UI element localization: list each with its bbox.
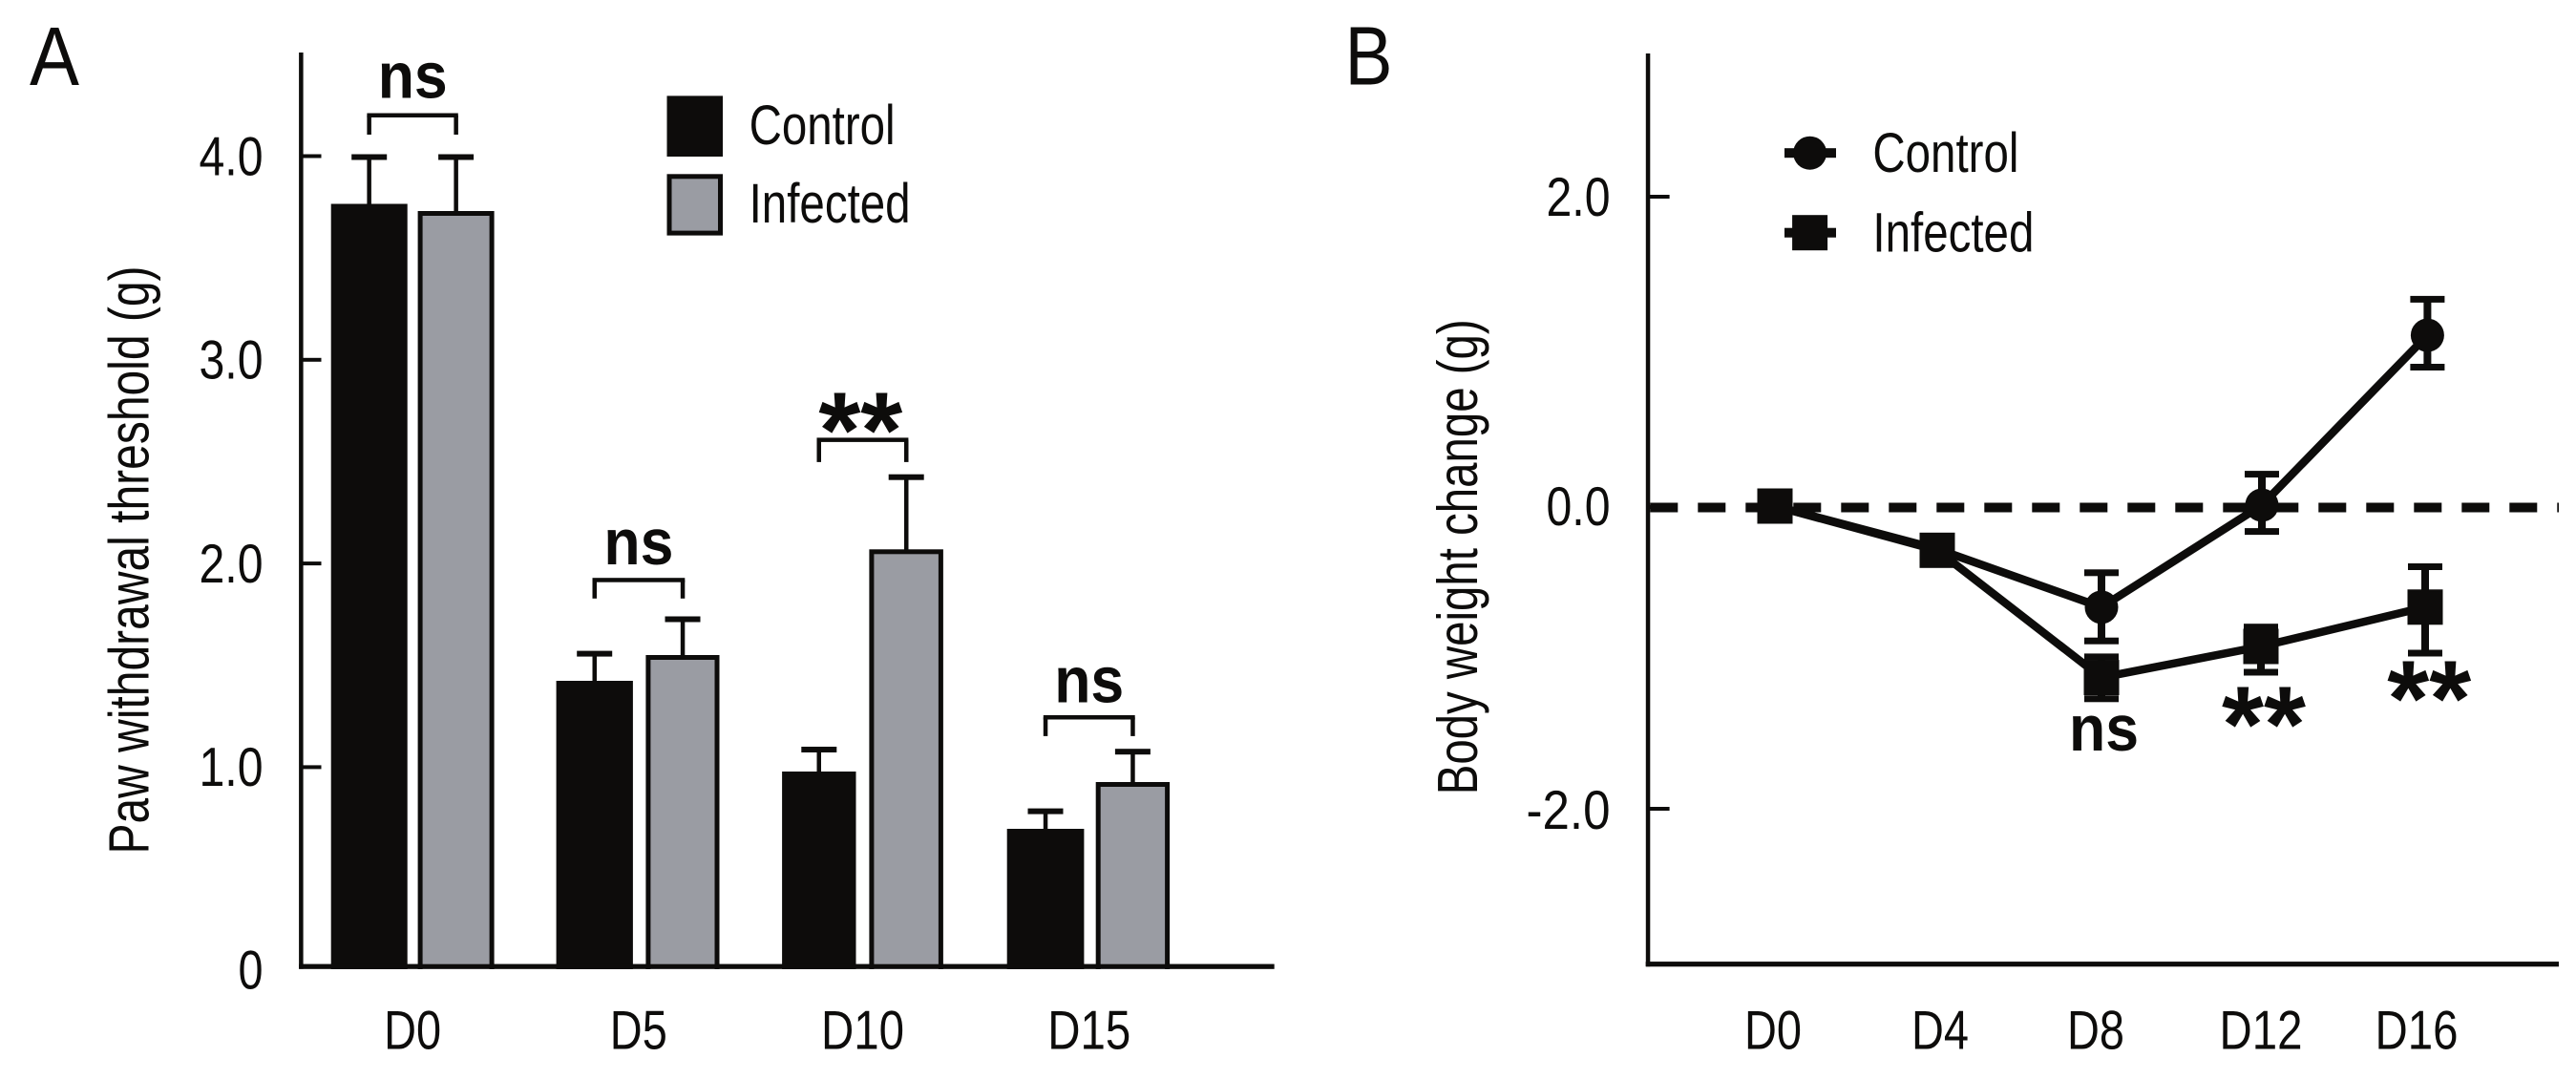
svg-text:-2.0: -2.0 [1527,780,1611,841]
svg-text:3.0: 3.0 [200,330,264,391]
svg-text:D0: D0 [384,1001,441,1062]
svg-text:1.0: 1.0 [200,737,264,798]
svg-text:Control: Control [1872,122,2018,184]
svg-text:A: A [30,11,79,103]
svg-text:2.0: 2.0 [200,534,264,595]
svg-text:D5: D5 [610,1001,667,1062]
svg-text:**: ** [2387,639,2471,759]
svg-text:B: B [1345,10,1393,102]
svg-text:**: ** [2222,664,2306,784]
svg-text:D10: D10 [821,1001,904,1062]
svg-text:D12: D12 [2220,1001,2303,1062]
svg-text:D8: D8 [2067,1001,2124,1062]
svg-text:ns: ns [603,507,673,579]
svg-text:ns: ns [1054,645,1124,717]
svg-text:Infected: Infected [750,173,911,235]
svg-text:0: 0 [239,941,264,1002]
svg-text:ns: ns [378,41,448,113]
svg-text:4.0: 4.0 [200,126,264,187]
svg-text:2.0: 2.0 [1547,167,1611,228]
svg-text:**: ** [818,370,902,491]
svg-text:Control: Control [750,95,896,157]
svg-text:D15: D15 [1047,1001,1130,1062]
svg-text:D0: D0 [1744,1001,1802,1062]
svg-text:Infected: Infected [1872,202,2034,264]
svg-text:D16: D16 [2375,1001,2459,1062]
svg-text:Body weight change (g): Body weight change (g) [1426,319,1489,794]
svg-text:0.0: 0.0 [1547,476,1611,538]
svg-text:D4: D4 [1911,1001,1969,1062]
svg-text:ns: ns [2069,693,2139,765]
svg-text:Paw withdrawal threshold (g): Paw withdrawal threshold (g) [98,266,161,855]
